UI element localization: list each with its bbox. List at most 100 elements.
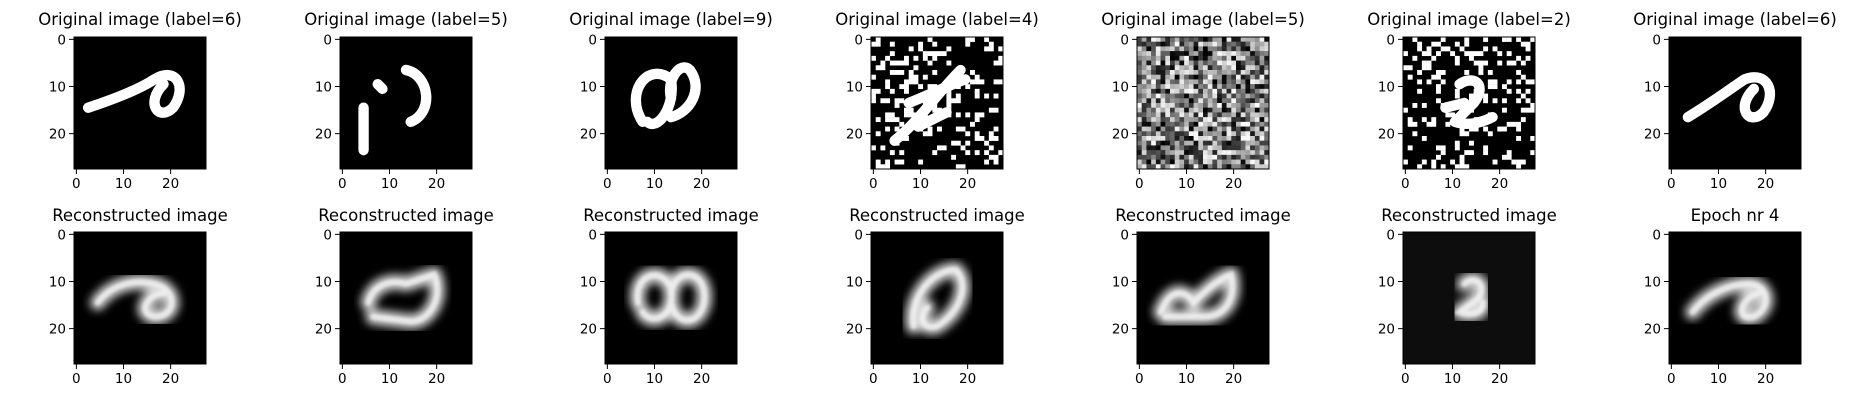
x-tick-label: 0 xyxy=(1667,176,1676,192)
original-title: Original image (label=6) xyxy=(1633,10,1837,29)
x-tick-label: 10 xyxy=(381,176,398,192)
x-tick-label: 0 xyxy=(1401,176,1410,192)
y-tick-label: 20 xyxy=(846,127,863,143)
y-tick-label: 10 xyxy=(580,80,597,96)
original-image xyxy=(1669,37,1801,169)
x-tick-label: 0 xyxy=(1135,176,1144,192)
x-tick-label: 10 xyxy=(646,371,663,387)
y-tick-label: 20 xyxy=(580,322,597,338)
y-tick-label: 0 xyxy=(1652,32,1661,48)
original-axes-frame xyxy=(870,36,1004,170)
y-tick-label: 20 xyxy=(580,127,597,143)
original-image xyxy=(871,37,1003,169)
y-tick-label: 0 xyxy=(57,32,66,48)
x-tick-label: 10 xyxy=(1710,176,1727,192)
y-tick-label: 0 xyxy=(1386,227,1395,243)
y-tick-label: 10 xyxy=(1378,275,1395,291)
original-axes-frame xyxy=(1402,36,1536,170)
reconstructed-title: Reconstructed image xyxy=(849,206,1025,225)
original-panel: Original image (label=2) 0 0 10 10 20 20 xyxy=(1367,10,1571,192)
x-tick-label: 20 xyxy=(693,371,710,387)
original-title: Original image (label=4) xyxy=(835,10,1039,29)
y-tick-label: 10 xyxy=(1112,275,1129,291)
y-tick-label: 20 xyxy=(49,322,66,338)
y-tick-label: 0 xyxy=(323,227,332,243)
reconstructed-panel: Reconstructed image 0 0 10 10 20 20 xyxy=(1378,206,1557,387)
y-tick-label: 10 xyxy=(1378,80,1395,96)
x-tick-label: 20 xyxy=(428,371,445,387)
y-tick-label: 0 xyxy=(1120,32,1129,48)
reconstructed-axes-frame xyxy=(1668,231,1802,365)
y-tick-label: 0 xyxy=(588,32,597,48)
y-tick-label: 0 xyxy=(323,32,332,48)
x-tick-label: 0 xyxy=(338,371,347,387)
original-title: Original image (label=2) xyxy=(1367,10,1571,29)
reconstructed-panel: Reconstructed image 0 0 10 10 20 20 xyxy=(315,206,494,387)
x-tick-label: 10 xyxy=(115,371,132,387)
reconstructed-image xyxy=(74,232,206,364)
original-title: Original image (label=5) xyxy=(1101,10,1305,29)
y-tick-label: 10 xyxy=(1112,80,1129,96)
y-tick-label: 20 xyxy=(1112,127,1129,143)
y-tick-label: 10 xyxy=(846,275,863,291)
x-tick-label: 0 xyxy=(869,176,878,192)
x-tick-label: 20 xyxy=(959,371,976,387)
x-tick-label: 20 xyxy=(162,371,179,387)
x-tick-label: 10 xyxy=(1178,371,1195,387)
x-tick-label: 20 xyxy=(1757,176,1774,192)
panels-layer: Original image (label=6) 0 0 10 10 20 20 Recons… xyxy=(38,10,1837,387)
x-tick-label: 0 xyxy=(72,371,81,387)
x-tick-label: 0 xyxy=(1135,371,1144,387)
y-tick-label: 20 xyxy=(315,322,332,338)
y-tick-label: 0 xyxy=(1386,32,1395,48)
x-tick-label: 20 xyxy=(1757,371,1774,387)
reconstructed-title: Reconstructed image xyxy=(1115,206,1291,225)
x-tick-label: 10 xyxy=(912,176,929,192)
y-tick-label: 20 xyxy=(49,127,66,143)
original-image xyxy=(605,37,737,169)
x-tick-label: 20 xyxy=(1491,176,1508,192)
reconstructed-title: Epoch nr 4 xyxy=(1691,206,1780,225)
reconstructed-image xyxy=(1403,232,1535,364)
x-tick-label: 0 xyxy=(1401,371,1410,387)
reconstructed-title: Reconstructed image xyxy=(52,206,228,225)
reconstructed-panel: Reconstructed image 0 0 10 10 20 20 xyxy=(580,206,759,387)
y-tick-label: 10 xyxy=(49,80,66,96)
reconstructed-title: Reconstructed image xyxy=(583,206,759,225)
y-tick-label: 10 xyxy=(580,275,597,291)
reconstructed-axes-frame xyxy=(870,231,1004,365)
original-axes-frame xyxy=(1136,36,1270,170)
x-tick-label: 20 xyxy=(162,176,179,192)
reconstructed-title: Reconstructed image xyxy=(1381,206,1557,225)
original-title: Original image (label=5) xyxy=(304,10,508,29)
x-tick-label: 0 xyxy=(603,371,612,387)
x-tick-label: 10 xyxy=(1710,371,1727,387)
reconstructed-axes-frame xyxy=(73,231,207,365)
y-tick-label: 0 xyxy=(854,227,863,243)
x-tick-label: 0 xyxy=(338,176,347,192)
original-axes-frame xyxy=(73,36,207,170)
y-tick-label: 10 xyxy=(1644,275,1661,291)
y-tick-label: 10 xyxy=(49,275,66,291)
x-tick-label: 20 xyxy=(693,176,710,192)
x-tick-label: 20 xyxy=(428,176,445,192)
x-tick-label: 0 xyxy=(603,176,612,192)
original-panel: Original image (label=9) 0 0 10 10 20 20 xyxy=(569,10,773,192)
x-tick-label: 0 xyxy=(869,371,878,387)
x-tick-label: 20 xyxy=(1225,176,1242,192)
original-image xyxy=(340,37,472,169)
reconstructed-axes-frame xyxy=(1402,231,1536,365)
x-tick-label: 10 xyxy=(1444,371,1461,387)
y-tick-label: 0 xyxy=(1120,227,1129,243)
original-title: Original image (label=9) xyxy=(569,10,773,29)
y-tick-label: 10 xyxy=(315,275,332,291)
x-tick-label: 20 xyxy=(959,176,976,192)
y-tick-label: 10 xyxy=(315,80,332,96)
y-tick-label: 10 xyxy=(1644,80,1661,96)
original-image xyxy=(74,37,206,169)
y-tick-label: 0 xyxy=(1652,227,1661,243)
y-tick-label: 20 xyxy=(1378,127,1395,143)
y-tick-label: 0 xyxy=(57,227,66,243)
y-tick-label: 20 xyxy=(1378,322,1395,338)
